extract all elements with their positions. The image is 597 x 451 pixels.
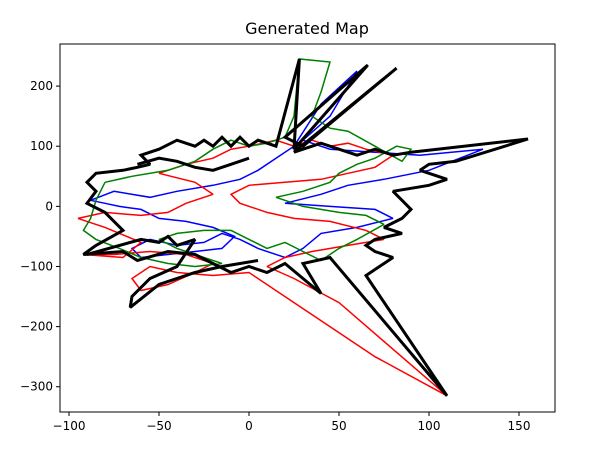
series-layer	[77, 58, 529, 397]
chart-title: Generated Map	[245, 19, 369, 38]
x-tick-label: 150	[508, 419, 531, 433]
plot-frame	[59, 43, 556, 413]
series-line-5	[86, 234, 259, 309]
x-tick-label: −100	[53, 419, 86, 433]
x-tick-label: 100	[418, 419, 441, 433]
y-tick-label: −100	[20, 259, 53, 273]
y-tick-label: −200	[20, 320, 53, 334]
series-line-6	[136, 156, 250, 172]
x-tick-label: 0	[245, 419, 253, 433]
y-tick-label: −300	[20, 380, 53, 394]
series-line-4	[82, 58, 529, 397]
y-tick-label: 100	[30, 139, 53, 153]
series-line-2	[77, 139, 448, 397]
axes-layer: −100 −50 0 50 100 150 −300 −200 −100 0 100 200	[20, 79, 530, 433]
x-tick-label: 50	[331, 419, 346, 433]
series-line-1	[90, 70, 484, 259]
y-tick-label: 200	[30, 79, 53, 93]
x-tick-label: −50	[146, 419, 171, 433]
y-tick-label: 0	[45, 199, 53, 213]
